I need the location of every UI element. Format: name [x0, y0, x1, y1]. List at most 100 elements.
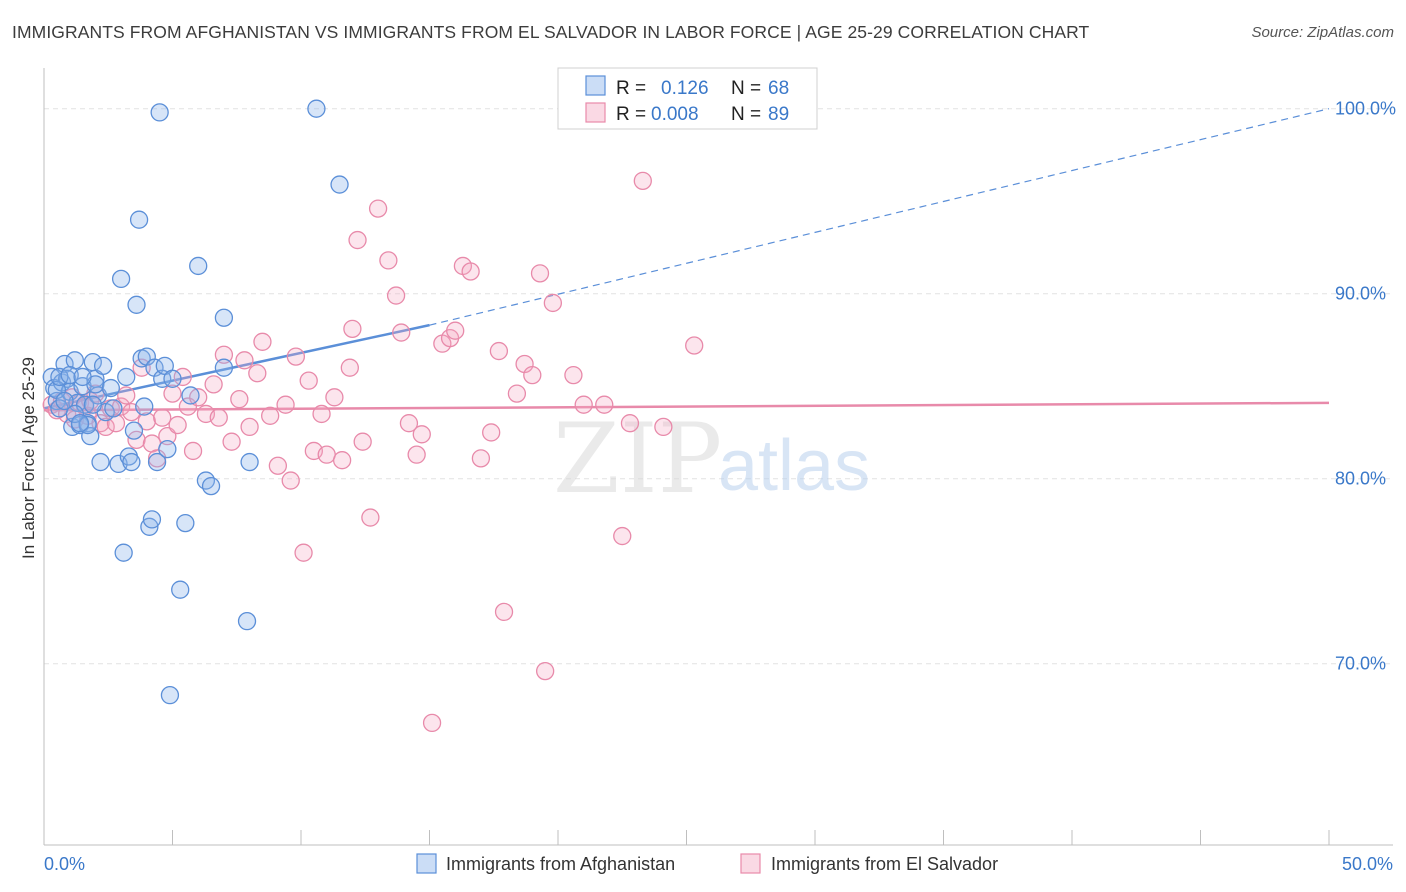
point-el-salvador-85: [620, 414, 640, 433]
point-el-salvador-40: [253, 332, 272, 351]
point-el-salvador-86: [633, 171, 652, 191]
point-el-salvador-65: [422, 713, 442, 733]
point-afghanistan-63: [214, 358, 234, 377]
watermark-zip: ZIP: [553, 403, 722, 515]
point-el-salvador-83: [595, 395, 614, 414]
point-afghanistan-13: [75, 395, 95, 414]
point-el-salvador-53: [340, 358, 359, 377]
point-el-salvador-77: [523, 365, 542, 385]
point-afghanistan-33: [104, 399, 123, 418]
point-el-salvador-34: [214, 345, 234, 364]
point-el-salvador-20: [137, 412, 156, 431]
point-afghanistan-53: [158, 439, 177, 459]
point-el-salvador-52: [332, 451, 352, 470]
chart-title: IMMIGRANTS FROM AFGHANISTAN VS IMMIGRANT…: [12, 22, 1090, 42]
point-afghanistan-31: [73, 367, 92, 387]
legend-r-label-el-salvador: R =: [616, 104, 646, 125]
point-afghanistan-54: [160, 686, 180, 705]
point-afghanistan-57: [176, 513, 195, 533]
point-el-salvador-42: [268, 456, 288, 475]
point-el-salvador-84: [613, 526, 632, 546]
series-legend: Immigrants from Afghanistan Immigrants f…: [416, 853, 998, 874]
stats-legend: R = 0.126 N = 68 R = 0.008 N = 89: [557, 67, 818, 130]
point-afghanistan-60: [196, 471, 216, 490]
legend-n-label-afghanistan: N =: [731, 78, 761, 99]
grid-lines: [44, 108, 1393, 665]
legend-r-value-el-salvador: 0.008: [651, 104, 699, 125]
series-afghanistan-points: [42, 99, 349, 705]
point-afghanistan-23: [83, 395, 102, 414]
point-afghanistan-36: [114, 543, 133, 562]
legend-r-value-afghanistan: 0.126: [661, 78, 709, 99]
point-el-salvador-75: [507, 384, 527, 403]
point-afghanistan-37: [117, 367, 136, 387]
legend-swatch-el-salvador: [585, 102, 606, 123]
point-el-salvador-58: [368, 199, 388, 218]
point-el-salvador-28: [178, 397, 198, 416]
point-el-salvador-45: [286, 347, 306, 366]
point-el-salvador-55: [348, 230, 367, 250]
y-tick-label-100: 100.0%: [1335, 99, 1396, 119]
point-afghanistan-15: [81, 426, 100, 446]
point-el-salvador-41: [261, 406, 280, 425]
point-el-salvador-64: [412, 425, 431, 444]
y-axis-tick-labels: 70.0% 80.0% 90.0% 100.0%: [1335, 99, 1396, 674]
point-el-salvador-88: [685, 336, 704, 355]
point-afghanistan-66: [307, 99, 326, 118]
legend-swatch-afghanistan: [585, 75, 606, 96]
point-afghanistan-39: [122, 452, 141, 472]
point-afghanistan-50: [150, 103, 169, 122]
bottom-legend-label-afghanistan: Immigrants from Afghanistan: [446, 854, 675, 874]
point-el-salvador-68: [446, 321, 465, 340]
point-el-salvador-46: [294, 543, 313, 562]
bottom-legend-label-el-salvador: Immigrants from El Salvador: [771, 854, 998, 874]
point-el-salvador-63: [407, 445, 426, 464]
point-el-salvador-29: [183, 441, 203, 461]
point-el-salvador-33: [209, 408, 228, 427]
point-afghanistan-47: [142, 510, 162, 529]
point-afghanistan-44: [135, 397, 154, 416]
point-el-salvador-25: [163, 384, 182, 403]
point-afghanistan-65: [240, 452, 259, 472]
point-el-salvador-74: [494, 602, 514, 622]
point-afghanistan-29: [65, 404, 84, 424]
trend-line-afghanistan-extension: [429, 108, 1330, 326]
point-el-salvador-12: [96, 417, 115, 437]
x-tick-label-min: 0.0%: [44, 854, 85, 874]
point-el-salvador-39: [248, 364, 267, 383]
point-el-salvador-23: [153, 408, 172, 427]
point-el-salvador-44: [281, 471, 300, 490]
point-el-salvador-32: [204, 375, 223, 394]
trend-line-afghanistan: [43, 323, 430, 410]
point-el-salvador-16: [117, 386, 136, 405]
point-el-salvador-62: [399, 414, 419, 433]
point-afghanistan-58: [181, 386, 200, 405]
point-afghanistan-62: [214, 308, 234, 327]
y-tick-label-70: 70.0%: [1335, 654, 1386, 674]
point-el-salvador-70: [461, 262, 480, 281]
point-afghanistan-32: [101, 378, 120, 398]
y-axis-label: In Labor Force | Age 25-29: [19, 357, 38, 559]
point-el-salvador-47: [299, 371, 318, 390]
point-el-salvador-87: [654, 417, 673, 437]
point-el-salvador-43: [276, 395, 295, 414]
point-afghanistan-30: [70, 414, 90, 433]
legend-n-value-el-salvador: 89: [768, 104, 789, 125]
y-tick-label-80: 80.0%: [1335, 469, 1386, 489]
point-el-salvador-36: [230, 389, 249, 409]
point-el-salvador-57: [361, 508, 380, 527]
point-el-salvador-26: [168, 415, 187, 435]
point-el-salvador-72: [482, 423, 501, 442]
point-el-salvador-61: [392, 323, 411, 342]
series-el-salvador-points: [42, 171, 704, 733]
point-afghanistan-19: [91, 452, 110, 472]
point-el-salvador-38: [240, 417, 259, 437]
point-el-salvador-19: [132, 358, 151, 377]
point-el-salvador-56: [353, 432, 372, 451]
point-el-salvador-59: [379, 251, 398, 270]
x-tick-label-max: 50.0%: [1342, 854, 1393, 874]
point-el-salvador-49: [312, 404, 331, 424]
legend-r-label-afghanistan: R =: [616, 78, 646, 99]
point-afghanistan-46: [140, 517, 159, 536]
y-tick-label-90: 90.0%: [1335, 284, 1386, 304]
